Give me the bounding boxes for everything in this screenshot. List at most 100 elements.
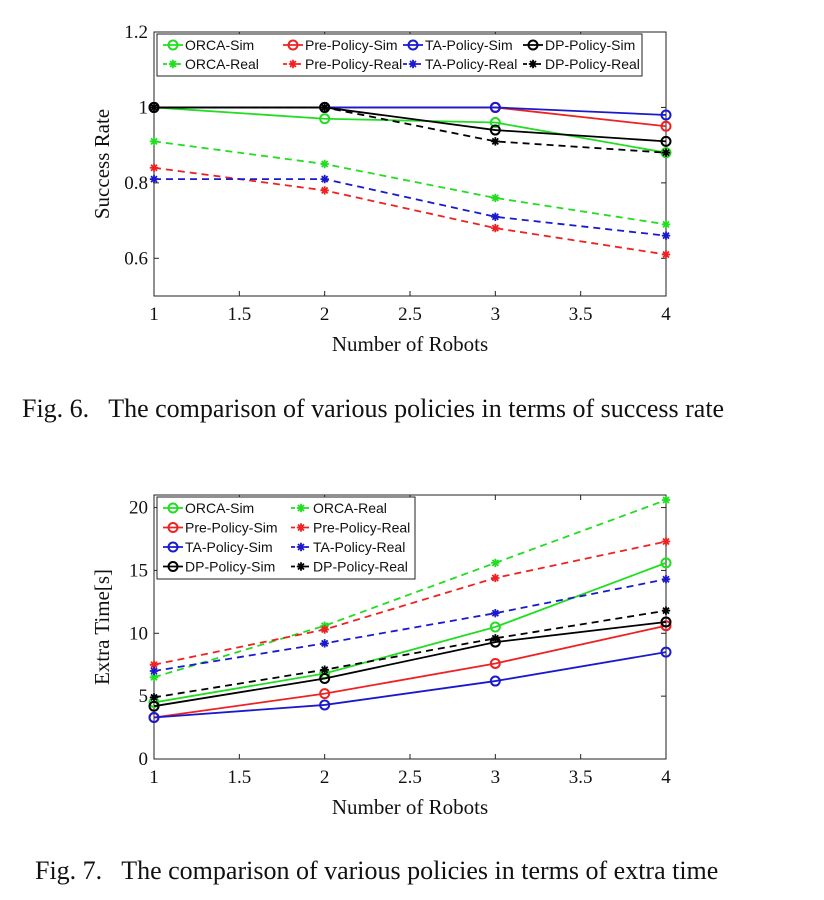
series-pre-policy-real [149,163,671,259]
data-point [319,113,331,125]
data-point [489,124,501,136]
legend-marker [528,59,538,69]
data-point [149,660,159,669]
legend-marker [407,39,419,51]
data-point [660,557,672,569]
legend-entry: DP-Policy-Sim [523,37,635,53]
data-point [149,137,159,146]
data-point [661,250,671,259]
series-line [154,178,667,237]
legend-label: DP-Policy-Sim [545,37,635,53]
x-tick-label: 4 [661,767,671,788]
legend-marker [287,39,299,51]
legend-label: TA-Policy-Real [313,539,405,555]
data-point [149,693,159,702]
data-point [320,103,329,112]
series-line [154,106,667,116]
data-point [489,657,501,669]
data-point [660,120,672,132]
x-tick-label: 2.5 [398,767,422,788]
series-dp-policy-sim [148,616,672,712]
legend-entry: DP-Policy-Sim [163,559,275,575]
series-ta-policy-real [149,575,671,676]
series-line [154,106,667,128]
x-tick-label: 3 [491,767,501,788]
data-point [661,148,671,157]
y-tick-label: 15 [129,560,148,581]
legend-label: DP-Policy-Real [313,559,408,575]
series-line [153,166,667,256]
data-point [491,634,500,643]
data-point [320,625,329,634]
series-line [153,624,667,719]
chart-success-rate: 1 1.5 2 2.5 3 3.5 4 0.6 0.8 1 1.2 Number of Robots S… [90,22,672,356]
data-point [320,665,329,674]
legend-entry: TA-Policy-Sim [403,37,513,53]
y-tick-label: 0.6 [124,248,148,269]
data-point [148,712,160,724]
legend-entry: DP-Policy-Real [291,559,408,575]
data-point [660,135,672,147]
legend-label: ORCA-Real [185,56,259,72]
data-point [489,675,501,687]
series-line [153,578,667,672]
data-point [491,137,500,146]
series-orca-real [149,137,671,229]
series-pre-policy-real [149,537,671,669]
data-point [149,103,159,112]
series-pre-policy-sim [148,620,672,724]
series-line [153,540,667,666]
data-point [149,163,159,172]
data-point [149,673,159,682]
data-point [319,101,331,113]
data-point [489,117,501,129]
data-point [320,159,329,169]
legend-marker [527,39,539,51]
legend-label: ORCA-Real [313,500,387,516]
series-ta-policy-sim [148,646,672,724]
legend-entry: ORCA-Real [291,500,387,516]
legend-entry: Pre-Policy-Sim [283,37,398,53]
legend-marker [167,39,179,51]
legend-label: TA-Policy-Real [425,56,517,72]
legend-label: ORCA-Sim [185,37,254,53]
data-point [491,558,500,568]
data-point [660,620,672,632]
series-line [153,106,667,154]
legend-entry: TA-Policy-Real [291,539,405,555]
legend-marker [168,59,178,69]
legend-marker [408,59,418,69]
data-point [660,147,672,159]
legend-label: Pre-Policy-Real [305,56,402,72]
chart-extra-time: 1 1.5 2 2.5 3 3.5 4 0 5 10 15 20 Number of Robots Ext… [90,494,672,819]
legend-entry: ORCA-Real [163,56,259,72]
data-point [661,575,671,584]
data-point [491,212,500,221]
legend-marker [288,59,298,69]
x-axis-label: Number of Robots [332,332,488,356]
data-point [661,606,671,615]
y-tick-label: 1 [139,97,149,118]
data-point [319,699,331,711]
series-line [153,140,667,226]
legend-label: ORCA-Sim [185,500,254,516]
legend-label: DP-Policy-Real [545,56,640,72]
legend-marker [296,542,306,552]
data-point [149,666,159,676]
data-point [489,621,501,633]
data-point [491,573,500,583]
y-tick-label: 20 [129,498,148,519]
data-point [660,646,672,658]
data-point [491,193,500,203]
y-tick-label: 0 [139,749,149,770]
series-line [154,106,667,154]
y-axis-label: Success Rate [90,109,114,219]
x-tick-label: 2 [320,304,330,325]
series-line [153,499,667,679]
x-axis-label: Number of Robots [332,795,488,819]
legend-entry: ORCA-Sim [163,37,254,53]
series-line [153,609,667,699]
legend-label: DP-Policy-Sim [185,559,275,575]
legend-entry: ORCA-Sim [163,500,254,516]
